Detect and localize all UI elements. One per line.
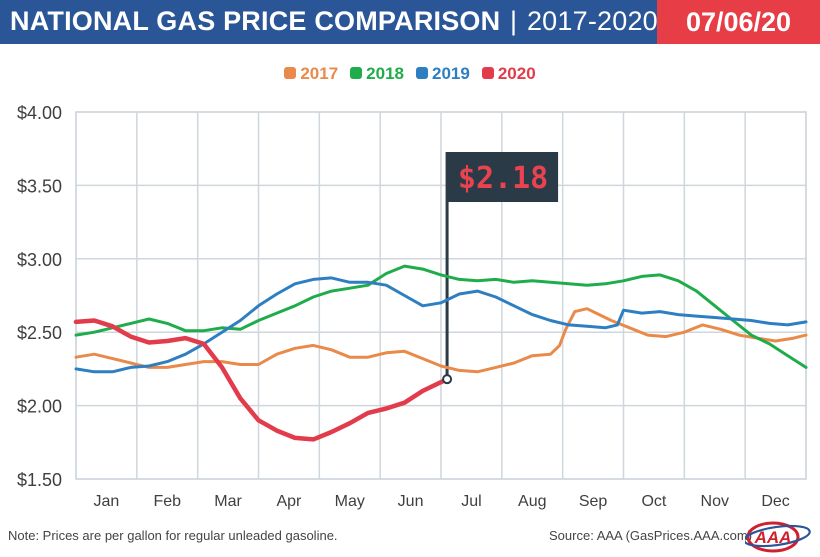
series-line-2017 <box>74 307 808 374</box>
y-tick-label: $1.50 <box>17 470 62 490</box>
legend-item-2018: 2018 <box>350 64 404 84</box>
x-tick-label: Jun <box>398 493 424 510</box>
legend-item-2017: 2017 <box>284 64 338 84</box>
x-tick-label: Dec <box>761 493 789 510</box>
title-text: NATIONAL GAS PRICE COMPARISON <box>10 6 501 36</box>
y-tick-label: $2.50 <box>17 323 62 343</box>
legend-item-2019: 2019 <box>416 64 470 84</box>
title-separator: | <box>510 6 518 36</box>
callout-point <box>442 374 453 385</box>
callout-label: $2.18 <box>458 161 548 196</box>
legend-label: 2020 <box>497 64 536 83</box>
x-tick-label: Jan <box>94 493 120 510</box>
y-tick-label: $2.00 <box>17 397 62 417</box>
x-tick-label: Oct <box>641 493 666 510</box>
legend-label: 2019 <box>432 64 470 83</box>
legend-item-2020: 2020 <box>481 64 536 84</box>
series-line-2020 <box>73 318 450 442</box>
x-tick-label: Aug <box>518 493 546 510</box>
source-text: Source: AAA (GasPrices.AAA.com) <box>549 528 753 543</box>
series-line-2018 <box>74 264 808 369</box>
header-bar: NATIONAL GAS PRICE COMPARISON | 2017-202… <box>0 0 820 44</box>
date-badge: 07/06/20 <box>657 0 820 44</box>
y-tick-label: $3.00 <box>17 250 62 270</box>
x-tick-label: Feb <box>153 493 181 510</box>
legend-swatch <box>481 66 494 79</box>
aaa-logo-icon: AAA <box>745 521 811 553</box>
legend-label: 2017 <box>300 64 339 83</box>
y-tick-label: $3.50 <box>17 176 62 196</box>
x-tick-label: Jul <box>461 493 481 510</box>
footnote: Note: Prices are per gallon for regular … <box>8 528 338 543</box>
aaa-logo-text: AAA <box>754 528 792 547</box>
y-tick-label: $4.00 <box>17 103 62 123</box>
x-tick-label: Sep <box>579 493 608 510</box>
legend-swatch <box>416 66 428 79</box>
legend-swatch <box>350 66 363 79</box>
x-tick-label: Apr <box>276 493 302 510</box>
series-line-2019 <box>74 276 808 374</box>
title-range: 2017-2020 <box>526 6 658 36</box>
legend-swatch <box>284 66 297 79</box>
callout-flag <box>447 152 559 202</box>
chart-legend: 2017 2018 2019 2020 <box>0 64 820 84</box>
page-title: NATIONAL GAS PRICE COMPARISON | 2017-202… <box>10 6 658 37</box>
x-tick-label: Mar <box>214 493 242 510</box>
x-tick-label: Nov <box>701 493 729 510</box>
x-tick-label: May <box>335 493 365 510</box>
legend-label: 2018 <box>366 64 404 83</box>
